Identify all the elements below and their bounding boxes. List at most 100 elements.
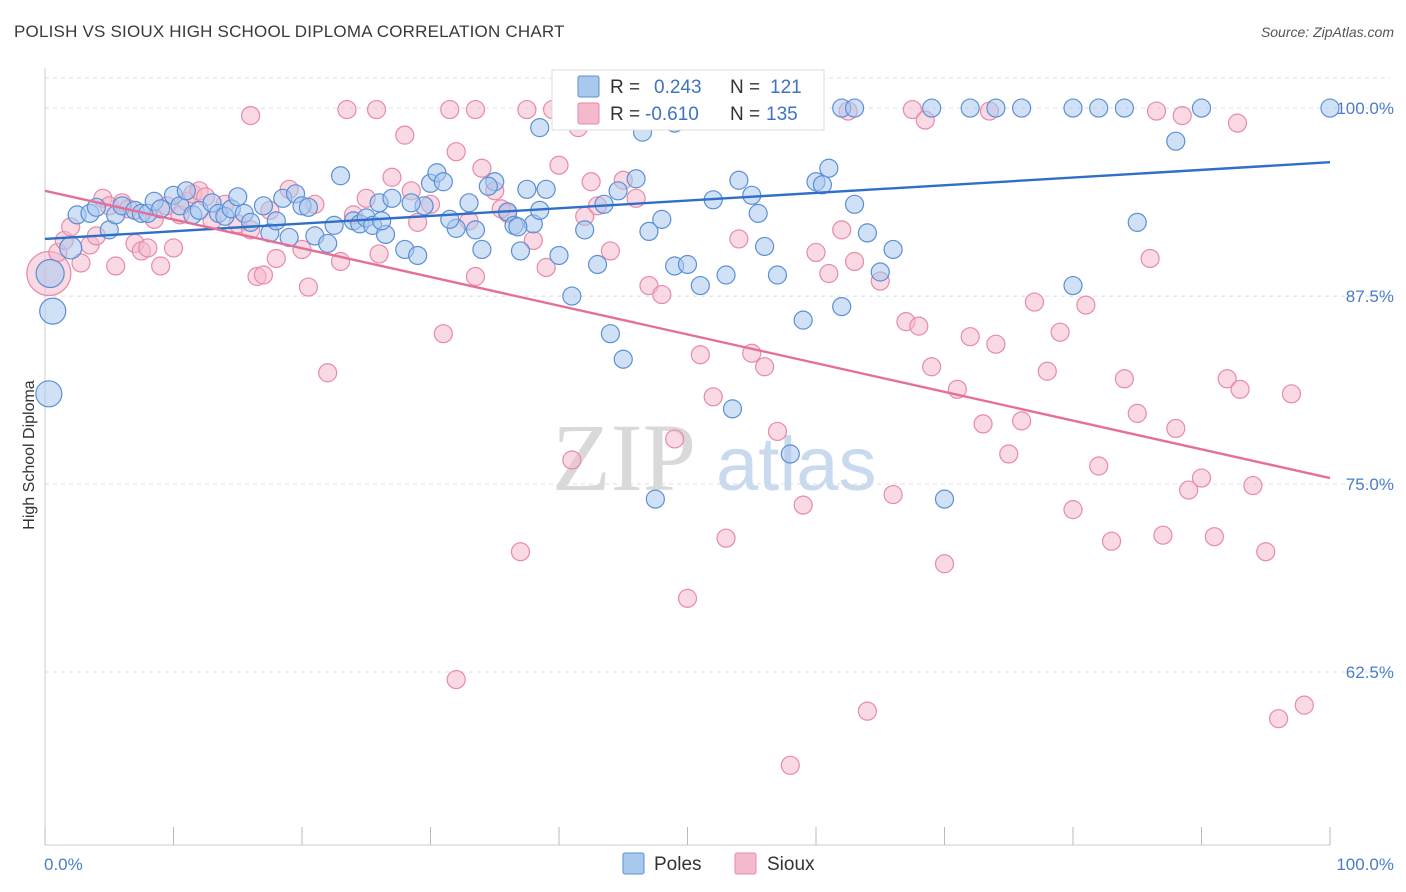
axes: 100.0% 87.5% 75.0% 62.5% bbox=[44, 68, 1394, 846]
sioux-point bbox=[369, 244, 389, 264]
sioux-point bbox=[298, 277, 319, 297]
sioux-point bbox=[382, 167, 402, 187]
poles-point bbox=[39, 297, 67, 325]
sioux-point bbox=[1153, 525, 1173, 545]
poles-point bbox=[600, 324, 621, 344]
y-tick-label: 62.5% bbox=[1346, 663, 1394, 682]
sioux-point bbox=[677, 588, 698, 608]
sioux-point bbox=[562, 450, 582, 470]
sioux-point bbox=[1281, 384, 1302, 404]
poles-point bbox=[748, 203, 768, 223]
poles-point bbox=[844, 194, 865, 214]
poles-point bbox=[626, 169, 646, 189]
sioux-point bbox=[581, 172, 601, 192]
legend-sioux-r-value: -0.610 bbox=[645, 104, 699, 125]
poles-point bbox=[1191, 98, 1212, 118]
poles-point bbox=[35, 380, 63, 408]
sioux-point bbox=[1230, 379, 1250, 399]
sioux-point bbox=[366, 99, 387, 120]
sioux-point bbox=[902, 99, 922, 120]
sioux-point bbox=[690, 345, 710, 365]
sioux-point bbox=[1179, 480, 1199, 500]
sioux-point bbox=[973, 414, 993, 434]
poles-point bbox=[459, 193, 479, 213]
bottom-legend-sioux-label: Sioux bbox=[767, 854, 815, 875]
sioux-point bbox=[1217, 369, 1237, 389]
sioux-point bbox=[395, 125, 415, 145]
sioux-point bbox=[1294, 695, 1314, 715]
legend-poles-n-value: 121 bbox=[770, 77, 802, 98]
bottom-legend-poles-label: Poles bbox=[654, 854, 702, 875]
sioux-point bbox=[767, 421, 788, 442]
y-tick-label: 87.5% bbox=[1346, 287, 1394, 306]
sioux-point bbox=[446, 142, 466, 162]
sioux-point bbox=[960, 327, 980, 347]
y-tick-label: 100.0% bbox=[1336, 99, 1394, 118]
poles-point bbox=[440, 209, 460, 229]
poles-point bbox=[508, 217, 528, 237]
x-tick-max: 100.0% bbox=[1336, 855, 1394, 874]
sioux-point bbox=[1140, 248, 1160, 269]
poles-point bbox=[639, 221, 659, 241]
sioux-point bbox=[819, 263, 839, 284]
sioux-point bbox=[652, 284, 672, 305]
sioux-point bbox=[472, 158, 492, 178]
sioux-point bbox=[600, 241, 621, 261]
poles-point bbox=[729, 170, 749, 190]
y-axis-title: High School Diploma bbox=[21, 380, 38, 530]
poles-point bbox=[857, 223, 878, 243]
sioux-point bbox=[883, 484, 903, 505]
poles-point bbox=[844, 98, 865, 118]
poles-point bbox=[1089, 98, 1109, 118]
sioux-point bbox=[909, 316, 929, 336]
sioux-point bbox=[1127, 403, 1147, 423]
watermark: ZIP atlas bbox=[552, 404, 877, 511]
sioux-point bbox=[510, 542, 531, 562]
poles-point bbox=[59, 236, 83, 260]
sioux-point bbox=[1191, 468, 1212, 488]
poles-point bbox=[401, 193, 421, 213]
poles-point bbox=[530, 118, 550, 138]
poles-point bbox=[1320, 98, 1340, 118]
poles-point bbox=[608, 181, 628, 201]
watermark-atlas: atlas bbox=[716, 422, 877, 507]
sioux-point bbox=[446, 669, 466, 690]
sioux-point bbox=[1101, 531, 1122, 551]
chart-title: POLISH VS SIOUX HIGH SCHOOL DIPLOMA CORR… bbox=[14, 22, 565, 41]
sioux-point bbox=[1114, 369, 1135, 389]
correlation-legend: R = 0.243 N = 121 R = -0.610 N = 135 bbox=[551, 69, 825, 131]
poles-point bbox=[832, 296, 852, 317]
poles-point bbox=[575, 220, 595, 240]
sioux-point bbox=[1227, 113, 1248, 133]
poles-point bbox=[1063, 275, 1083, 296]
poles-point bbox=[986, 98, 1006, 118]
sioux-point bbox=[163, 238, 184, 258]
sioux-point bbox=[138, 238, 158, 258]
sioux-point bbox=[986, 334, 1006, 354]
legend-sioux-swatch bbox=[577, 102, 600, 125]
poles-point bbox=[587, 254, 608, 275]
poles-point bbox=[35, 258, 65, 289]
poles-point bbox=[253, 196, 274, 216]
poles-point bbox=[767, 265, 788, 285]
poles-point bbox=[819, 158, 839, 178]
poles-point bbox=[677, 254, 698, 275]
sioux-point bbox=[465, 266, 486, 287]
sioux-point bbox=[754, 357, 775, 377]
sioux-point bbox=[465, 99, 486, 120]
sioux-point bbox=[1037, 361, 1057, 381]
poles-point bbox=[536, 179, 556, 199]
poles-point bbox=[408, 245, 428, 266]
poles-point bbox=[517, 179, 537, 199]
legend-sioux-r-label: R = bbox=[610, 104, 640, 125]
poles-point bbox=[472, 239, 492, 260]
sioux-point bbox=[337, 99, 357, 120]
sioux-point bbox=[1256, 542, 1276, 562]
sioux-point bbox=[106, 256, 126, 276]
poles-point bbox=[960, 98, 980, 118]
poles-point bbox=[722, 399, 743, 419]
sioux-point bbox=[71, 253, 91, 273]
sioux-point bbox=[1063, 500, 1083, 520]
sioux-point bbox=[517, 99, 537, 120]
poles-points bbox=[35, 98, 1340, 509]
